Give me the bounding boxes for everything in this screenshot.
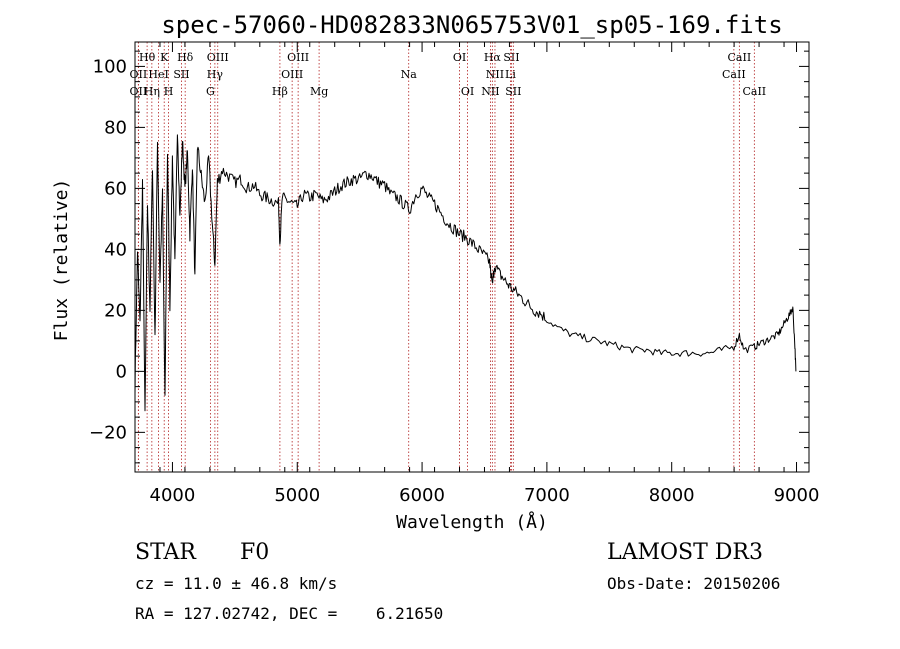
x-tick-label: 7000 bbox=[524, 485, 570, 506]
spectral-line-label: Hγ bbox=[207, 68, 224, 81]
spectral-line-label: SII bbox=[173, 68, 189, 81]
spectral-line-label: NII bbox=[481, 85, 499, 98]
y-tick-label: 40 bbox=[104, 239, 127, 260]
survey-name: LAMOST DR3 bbox=[607, 540, 763, 565]
spectral-line-label: K bbox=[160, 51, 169, 64]
spectral-line-label: Hη bbox=[144, 85, 160, 98]
spectral-line-label: CaII bbox=[722, 68, 746, 81]
y-axis-label: Flux (relative) bbox=[51, 179, 72, 342]
spectrum-series bbox=[134, 134, 797, 412]
spectral-line-label: CaII bbox=[728, 51, 752, 64]
x-tick-label: 8000 bbox=[649, 485, 695, 506]
spectral-line-label: Hδ bbox=[177, 51, 194, 64]
y-tick-label: 60 bbox=[104, 178, 127, 199]
spectral-line-label: OII bbox=[130, 85, 148, 98]
spectral-line-label: H bbox=[164, 85, 174, 98]
x-tick-label: 6000 bbox=[399, 485, 445, 506]
spectral-line-label: Li bbox=[505, 68, 516, 81]
spectral-line-label: G bbox=[206, 85, 215, 98]
spectral-line-label: OI bbox=[461, 85, 474, 98]
x-tick-label: 9000 bbox=[774, 485, 820, 506]
y-tick-label: 100 bbox=[93, 56, 127, 77]
spectral-line-label: Hθ bbox=[139, 51, 156, 64]
spectral-line-label: OIII bbox=[281, 68, 303, 81]
spectral-line-label: Hα bbox=[484, 51, 502, 64]
spectral-line-label: OIII bbox=[287, 51, 309, 64]
coordinates-readout: RA = 127.02742, DEC = 6.21650 bbox=[135, 604, 443, 623]
y-tick-label: 0 bbox=[116, 361, 127, 382]
spectral-line-label: SII bbox=[505, 85, 521, 98]
spectrum-line bbox=[134, 134, 797, 412]
spectral-line-label: Na bbox=[401, 68, 418, 81]
spectral-subclass: F0 bbox=[240, 540, 269, 565]
spectral-line-label: NII bbox=[486, 68, 504, 81]
plot-frame bbox=[134, 41, 810, 473]
y-axis-ticks: −20 0 20 40 60 80 100 bbox=[89, 50, 809, 464]
velocity-readout: cz = 11.0 ± 46.8 km/s bbox=[135, 574, 337, 593]
x-tick-label: 5000 bbox=[274, 485, 320, 506]
spectral-line-label: OIII bbox=[207, 51, 229, 64]
y-tick-label: 20 bbox=[104, 300, 127, 321]
y-tick-label: −20 bbox=[89, 422, 127, 443]
spectral-line-label: Hβ bbox=[272, 85, 288, 98]
chart-title: spec-57060-HD082833N065753V01_sp05-169.f… bbox=[161, 11, 782, 39]
x-tick-label: 4000 bbox=[150, 485, 196, 506]
spectral-line-label: OI bbox=[453, 51, 466, 64]
spectral-line-label: HeI bbox=[148, 68, 168, 81]
spectral-line-label: SII bbox=[503, 51, 519, 64]
y-tick-label: 80 bbox=[104, 117, 127, 138]
spectral-line-label: CaII bbox=[742, 85, 766, 98]
obs-date: Obs-Date: 20150206 bbox=[607, 574, 780, 593]
object-type: STAR bbox=[135, 540, 197, 565]
x-axis-ticks: 4000 5000 6000 7000 8000 9000 bbox=[134, 42, 820, 506]
x-axis-label: Wavelength (Å) bbox=[396, 511, 548, 533]
spectral-line-label: Mg bbox=[310, 85, 328, 98]
